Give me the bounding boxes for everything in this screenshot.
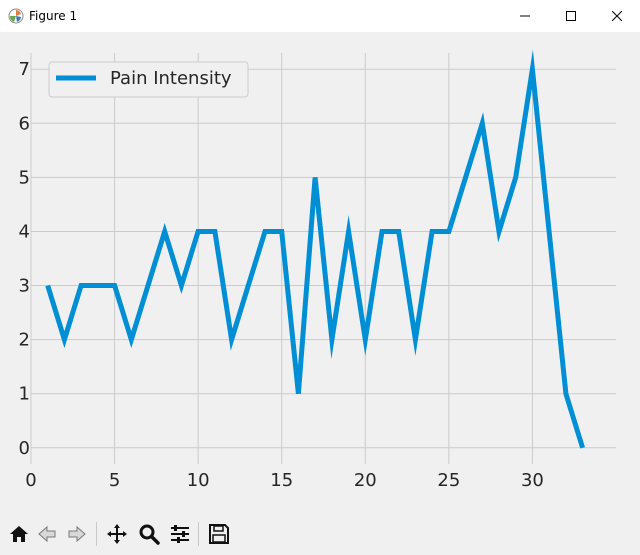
y-tick-label: 1	[19, 384, 30, 405]
x-tick-label: 30	[521, 470, 544, 491]
x-tick-label: 15	[270, 470, 293, 491]
x-tick-label: 0	[25, 470, 36, 491]
forward-icon	[68, 525, 86, 543]
matplotlib-logo-icon	[8, 8, 24, 24]
y-tick-label: 2	[19, 330, 30, 351]
toolbar-separator	[96, 522, 97, 546]
pan-icon	[107, 524, 127, 544]
tick-labels: 0 5 10 15 20 25 30 0 1 2 3 4 5 6 7	[19, 59, 544, 491]
line-chart: 0 5 10 15 20 25 30 0 1 2 3 4 5 6 7 Pain Intensity	[19, 49, 616, 491]
back-button[interactable]	[32, 519, 60, 547]
save-icon	[209, 524, 229, 544]
home-button[interactable]	[4, 519, 32, 547]
configure-subplots-icon	[171, 525, 189, 543]
close-icon	[612, 11, 622, 21]
minimize-button[interactable]	[502, 0, 548, 32]
y-tick-label: 0	[19, 438, 30, 459]
window-titlebar: Figure 1	[0, 0, 640, 32]
legend-label: Pain Intensity	[110, 68, 232, 89]
figure-canvas[interactable]: 0 5 10 15 20 25 30 0 1 2 3 4 5 6 7 Pain Intensity	[0, 32, 640, 516]
forward-button[interactable]	[62, 519, 90, 547]
legend-box	[48, 61, 249, 98]
save-button[interactable]	[204, 519, 232, 547]
series-line-pain-intensity	[45, 49, 585, 449]
legend: Pain Intensity	[48, 61, 249, 98]
x-tick-label: 25	[437, 470, 460, 491]
y-tick-label: 7	[19, 59, 30, 80]
back-icon	[38, 525, 56, 543]
zoom-icon	[139, 524, 160, 545]
y-tick-label: 6	[19, 113, 30, 134]
x-tick-label: 20	[354, 470, 377, 491]
maximize-button[interactable]	[548, 0, 594, 32]
y-tick-label: 4	[19, 221, 30, 242]
navigation-toolbar	[0, 516, 640, 555]
x-tick-label: 10	[187, 470, 210, 491]
x-tick-label: 5	[109, 470, 120, 491]
minimize-icon	[520, 15, 530, 17]
y-tick-label: 5	[19, 167, 30, 188]
y-tick-label: 3	[19, 276, 30, 297]
toolbar-separator	[198, 522, 199, 546]
series-layer	[45, 49, 585, 449]
configure-subplots-button[interactable]	[165, 519, 193, 547]
pan-button[interactable]	[102, 519, 130, 547]
maximize-icon	[566, 11, 576, 21]
window-title: Figure 1	[29, 9, 78, 23]
close-button[interactable]	[594, 0, 640, 32]
grid-lines	[30, 53, 616, 464]
home-icon	[10, 526, 28, 542]
zoom-button[interactable]	[134, 519, 162, 547]
